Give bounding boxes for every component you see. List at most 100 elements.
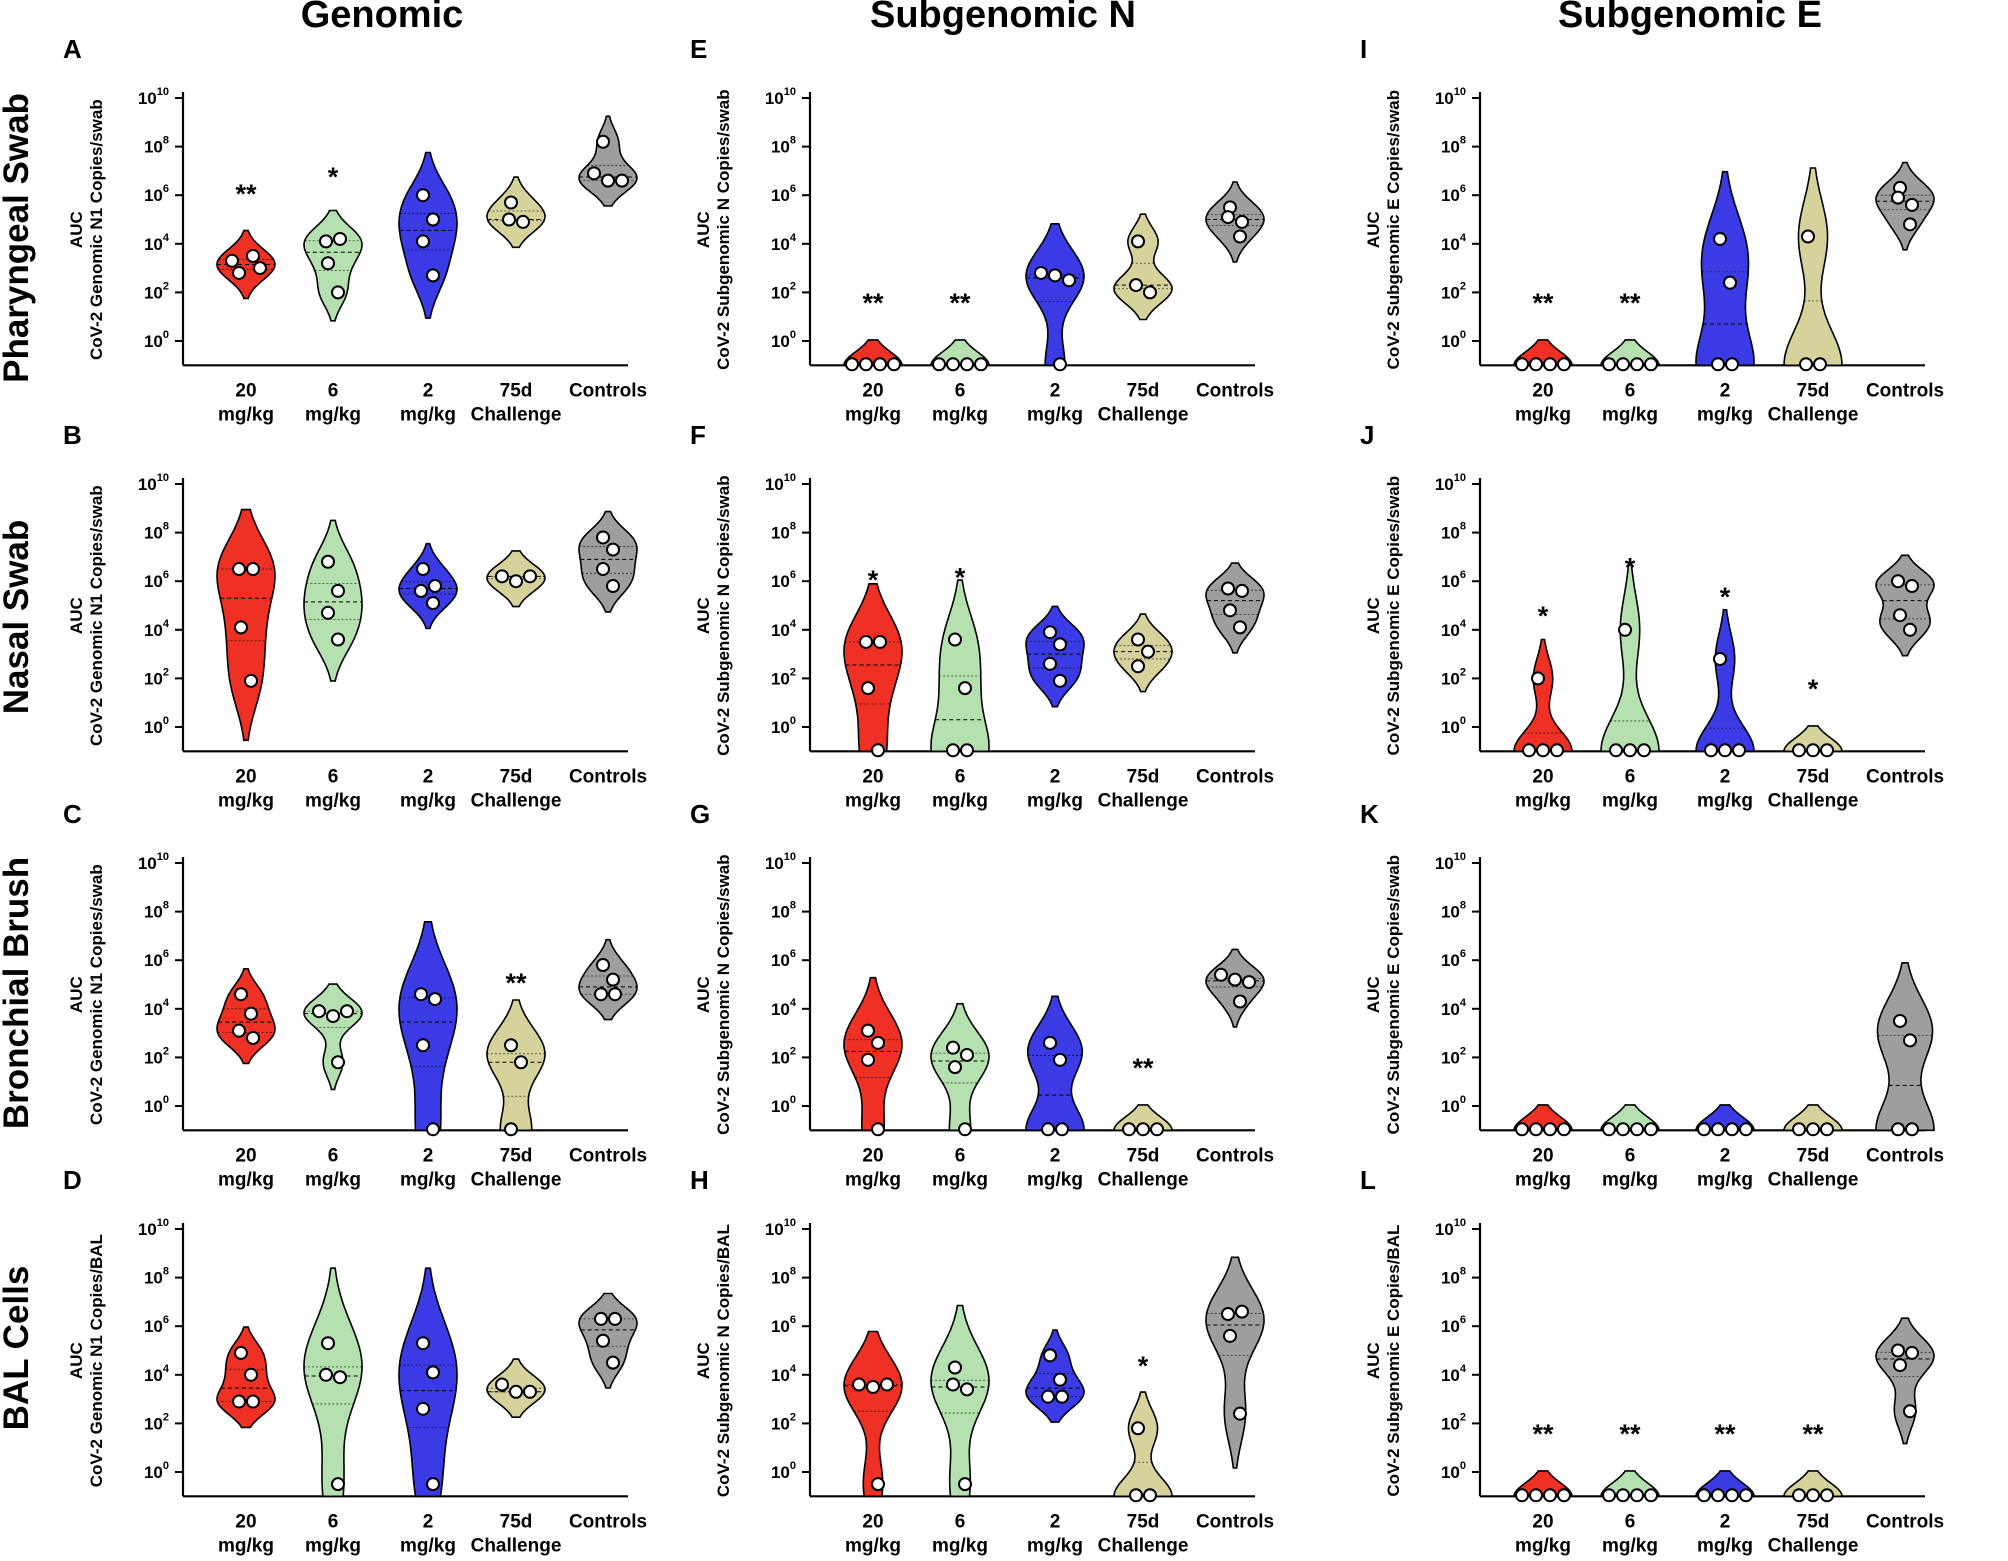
data-point [428, 579, 442, 594]
significance-marker: * [1138, 1351, 1149, 1381]
data-point [1235, 1304, 1249, 1319]
x-tick-label: Controls [1866, 1511, 1944, 1532]
data-point [1616, 1488, 1630, 1503]
y-tick-label: 104 [771, 1363, 797, 1385]
data-point [946, 357, 960, 372]
y-tick-label: 108 [144, 521, 169, 543]
x-tick-label-unit: mg/kg [1515, 790, 1571, 811]
x-tick-label: 2 [1720, 766, 1731, 787]
y-tick-label: 100 [1441, 1094, 1466, 1116]
y-tick-label: 108 [144, 900, 169, 922]
y-axis-title: CoV-2 Genomic N1 Copies/swab [87, 485, 106, 746]
data-point [321, 554, 335, 569]
data-point [1637, 743, 1651, 758]
data-point [871, 1122, 885, 1137]
violin-body [1205, 948, 1265, 1028]
violin-body [398, 1267, 458, 1498]
data-point [1055, 1389, 1069, 1404]
data-point [946, 1377, 960, 1392]
data-point [1893, 1013, 1907, 1028]
data-point [960, 357, 974, 372]
data-point [1602, 357, 1616, 372]
x-tick-label: Controls [1866, 380, 1944, 401]
data-point [1820, 1488, 1834, 1503]
data-point [1893, 1358, 1907, 1373]
data-point [331, 1055, 345, 1070]
y-tick-label: 1010 [1435, 472, 1466, 494]
x-tick-label-unit: mg/kg [932, 404, 988, 425]
data-point [974, 357, 988, 372]
data-point [1557, 1122, 1571, 1137]
data-point [1630, 357, 1644, 372]
data-point [948, 1360, 962, 1375]
y-tick-label: 1010 [138, 472, 169, 494]
violin-body [1025, 223, 1085, 367]
x-tick-label: Controls [1866, 766, 1944, 787]
violin-body [843, 339, 903, 367]
y-axis-title: CoV-2 Genomic N1 Copies/swab [87, 99, 106, 360]
data-point [414, 583, 428, 598]
y-tick-label: 102 [144, 666, 169, 688]
panel-letter: K [1360, 799, 1379, 829]
y-tick-label: 100 [771, 715, 796, 737]
data-point [845, 357, 859, 372]
y-tick-label: 106 [771, 948, 796, 970]
significance-marker: * [868, 565, 879, 595]
violin-body [1695, 1104, 1755, 1132]
x-tick-label: 6 [328, 1511, 339, 1532]
data-point [958, 681, 972, 696]
y-tick-label: 102 [144, 280, 169, 302]
violin-body [1205, 1256, 1265, 1469]
y-tick-label: 108 [1441, 521, 1466, 543]
data-point [880, 1377, 894, 1392]
y-tick-label: 104 [771, 618, 797, 640]
data-point [326, 1009, 340, 1024]
x-tick-label-unit: mg/kg [305, 404, 361, 425]
data-point [1711, 357, 1725, 372]
y-tick-label: 104 [144, 997, 170, 1019]
panel-h: H AUC CoV-2 Subgenomic N Copies/BAL 100 102 1… [690, 1165, 1274, 1556]
x-tick-label-unit: mg/kg [1027, 1169, 1083, 1190]
x-tick-label: Controls [569, 1511, 647, 1532]
data-point [232, 265, 246, 280]
panel-l: L AUC CoV-2 Subgenomic E Copies/BAL 100 102 1… [1360, 1165, 1944, 1556]
x-tick-label-unit: mg/kg [1602, 404, 1658, 425]
data-point [1644, 1122, 1658, 1137]
y-axis-title: CoV-2 Subgenomic N Copies/swab [714, 89, 733, 370]
x-tick-label-unit: Challenge [1768, 790, 1859, 811]
data-point [504, 195, 518, 210]
x-tick-label: 75d [1797, 766, 1830, 787]
data-point [1711, 1122, 1725, 1137]
significance-marker: ** [1802, 1419, 1824, 1449]
x-tick-label-unit: mg/kg [845, 1169, 901, 1190]
y-tick-label: 108 [771, 900, 796, 922]
data-point [232, 1394, 246, 1409]
y-axis-title-auc: AUC [694, 597, 713, 634]
data-point [319, 234, 333, 249]
x-tick-label-unit: mg/kg [218, 790, 274, 811]
column-title-genomic: Genomic [301, 0, 464, 36]
data-point [428, 992, 442, 1007]
y-tick-label: 106 [144, 948, 169, 970]
x-tick-label-unit: Challenge [471, 1169, 562, 1190]
x-tick-label: 20 [862, 766, 883, 787]
violin-body [1600, 564, 1660, 753]
data-point [416, 1336, 430, 1351]
data-point [1131, 659, 1145, 674]
x-tick-label: 2 [1720, 1145, 1731, 1166]
data-point [1543, 1488, 1557, 1503]
data-point [1043, 656, 1057, 671]
data-point [1905, 1122, 1919, 1137]
data-point [1550, 743, 1564, 758]
panel-letter: H [690, 1165, 709, 1195]
x-tick-label: Controls [1196, 766, 1274, 787]
y-tick-label: 104 [144, 1363, 170, 1385]
significance-marker: ** [1714, 1419, 1736, 1449]
x-tick-label: Controls [569, 1145, 647, 1166]
x-tick-label: 75d [1797, 1511, 1830, 1532]
violin-body [1025, 605, 1085, 708]
x-tick-label-unit: Challenge [1768, 1535, 1859, 1556]
data-point [1739, 1488, 1753, 1503]
data-point [1609, 743, 1623, 758]
data-point [873, 357, 887, 372]
